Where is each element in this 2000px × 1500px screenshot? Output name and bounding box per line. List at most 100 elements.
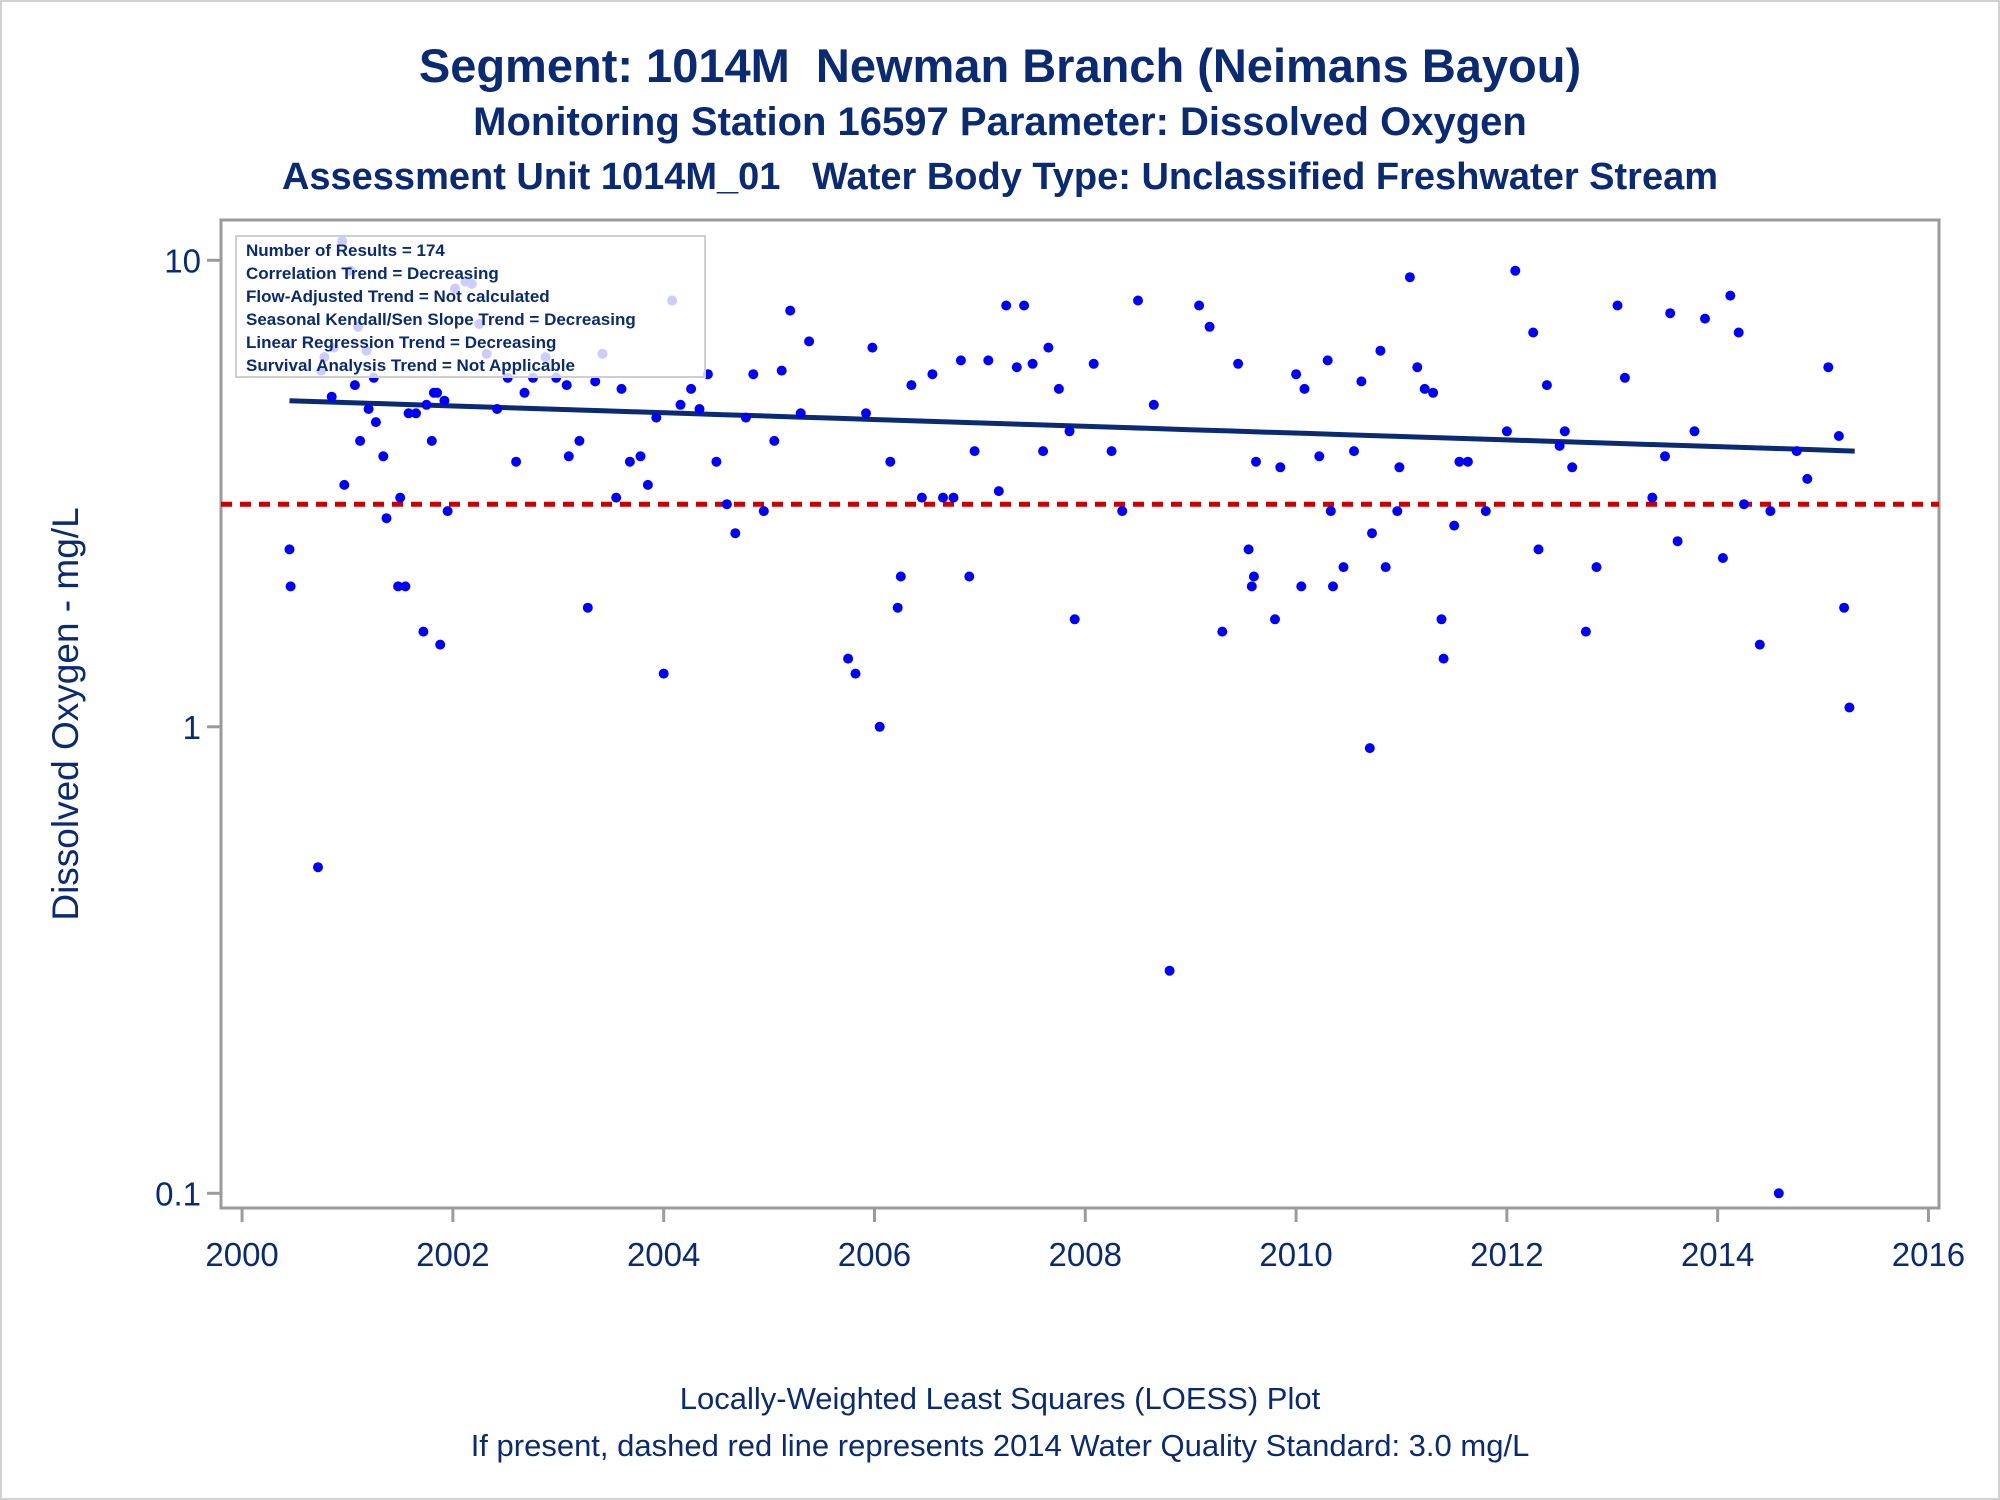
data-point [758,506,769,517]
data-point [1419,383,1430,394]
data-point [969,446,980,457]
data-point [1027,358,1038,369]
data-point [1314,451,1325,462]
data-point [938,492,948,503]
data-point [892,602,903,613]
data-point [370,417,381,428]
data-point [284,544,295,555]
data-point [1773,1188,1784,1199]
x-tick-label: 2016 [1892,1236,1965,1273]
data-point [993,486,1004,497]
y-tick-label: 1 [183,709,201,746]
data-point [1833,431,1844,441]
data-point [711,456,722,467]
chart-title: Segment: 1014M Newman Branch (Neimans Ba… [418,39,1582,92]
data-point [1428,387,1439,398]
data-point [590,376,601,387]
data-point [624,456,635,467]
x-tick-label: 2014 [1681,1236,1754,1273]
data-point [867,342,878,353]
data-point [1559,426,1570,437]
data-point [285,581,296,592]
data-point [1088,358,1099,369]
data-point [1823,362,1834,373]
data-point [885,456,896,467]
inset-line: Flow-Adjusted Trend = Not calculated [246,287,550,306]
inset-line: Number of Results = 174 [246,241,445,260]
data-point [1106,446,1117,457]
data-point [393,581,404,592]
x-tick-label: 2002 [416,1236,489,1273]
data-point [964,571,975,582]
data-point [740,412,751,423]
data-point [1672,536,1683,547]
data-point [769,435,780,446]
y-tick-label: 10 [164,242,201,279]
data-point [1394,462,1405,473]
data-point [435,639,446,650]
data-point [983,355,994,366]
data-point [381,513,392,524]
data-point [1001,300,1012,311]
data-point [403,408,414,419]
data-point [1619,372,1630,383]
inset-line: Seasonal Kendall/Sen Slope Trend = Decre… [246,310,636,329]
data-point [642,479,653,490]
data-point [861,408,871,419]
data-point [442,506,453,517]
data-point [1412,362,1423,373]
data-point [426,435,437,446]
data-point [1665,308,1676,319]
data-point [1248,571,1259,582]
data-point [395,492,406,503]
data-point [1700,313,1710,324]
data-point [1291,369,1302,380]
data-point [1449,520,1460,531]
data-point [378,451,389,462]
data-point [916,492,927,503]
data-point [1533,544,1544,555]
data-point [1689,426,1700,437]
data-point [1528,327,1539,338]
footnote-1: Locally-Weighted Least Squares (LOESS) P… [679,1381,1321,1416]
data-point [349,380,360,391]
data-point [519,387,530,398]
data-point [1501,426,1512,437]
data-point [1117,506,1128,517]
data-point [1438,653,1449,664]
data-point [1725,290,1736,301]
data-point [511,456,522,467]
data-point [686,383,697,394]
points-layer [284,236,1855,1199]
data-point [492,404,503,414]
inset-line: Correlation Trend = Decreasing [246,264,499,283]
data-point [955,355,966,366]
trend-layer [289,398,1855,454]
data-point [439,395,450,406]
x-tick-label: 2000 [205,1236,278,1273]
x-tick-label: 2010 [1259,1236,1332,1273]
data-point [1064,426,1075,437]
data-point [785,305,796,316]
data-point [1338,562,1349,573]
data-point [1754,639,1765,650]
data-point [363,404,374,414]
data-point [1802,473,1813,484]
data-point [795,408,806,419]
data-point [1328,581,1338,592]
data-point [651,412,662,423]
data-point [1660,451,1670,462]
data-point [582,602,593,613]
x-tick-label: 2008 [1049,1236,1122,1273]
data-point [1612,300,1623,311]
data-point [563,451,574,462]
data-point [850,668,861,679]
data-point [1580,626,1591,637]
data-point [1404,272,1415,283]
data-point [906,380,917,391]
data-point [1591,562,1602,573]
data-point [1133,295,1143,306]
data-point [1462,456,1473,467]
inset-box [235,235,706,378]
data-point [1019,300,1030,311]
